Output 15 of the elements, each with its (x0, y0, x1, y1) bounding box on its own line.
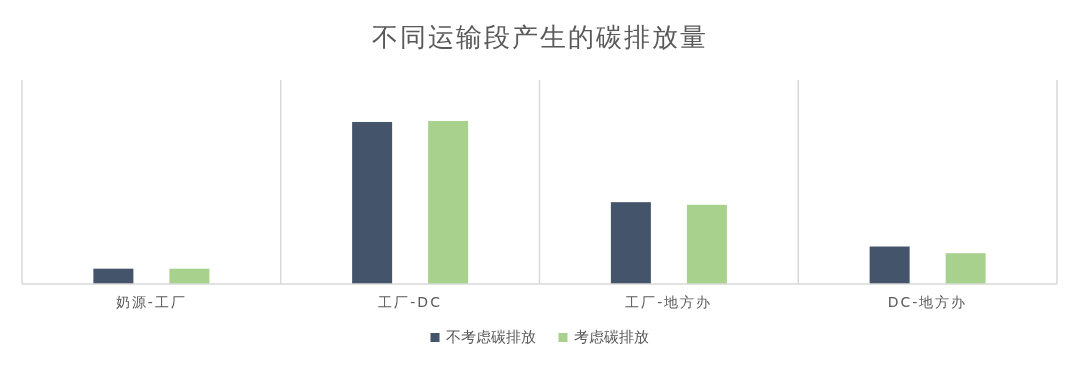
bar (428, 121, 469, 284)
bar (869, 246, 910, 284)
x-tick-label: 工厂-地方办 (625, 294, 713, 310)
x-tick-label: 奶源-工厂 (115, 294, 187, 310)
bar (610, 202, 651, 284)
bar (169, 268, 210, 284)
bar (93, 268, 134, 284)
legend-label: 考虑碳排放 (573, 328, 649, 346)
bar (352, 121, 393, 284)
bar (945, 253, 986, 284)
bar (686, 204, 727, 284)
x-tick-label: 工厂-DC (378, 294, 442, 310)
legend-label: 不考虑碳排放 (445, 328, 536, 346)
chart-title: 不同运输段产生的碳排放量 (372, 22, 708, 52)
x-tick-label: DC-地方办 (887, 294, 968, 310)
